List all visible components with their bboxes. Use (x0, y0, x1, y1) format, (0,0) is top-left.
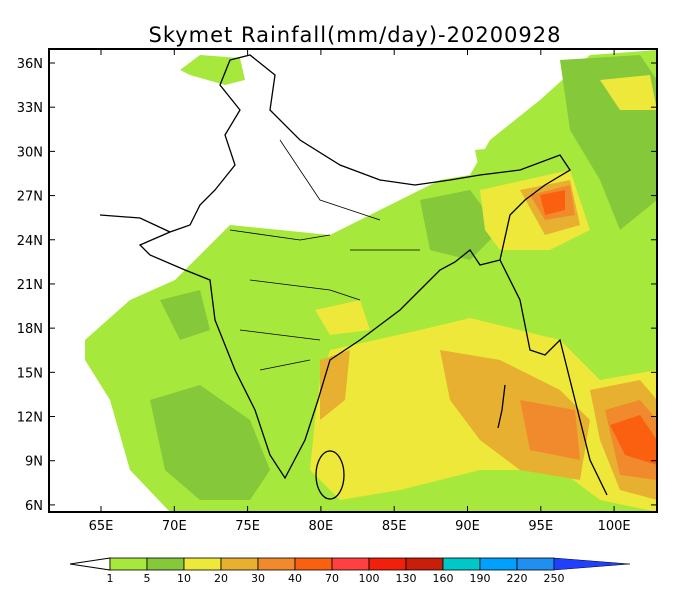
axis-ticks: 36N 33N 30N 27N 24N 21N 18N 15N 12N 9N 6N 65E 70E 75E… (17, 49, 657, 534)
lat-tick-label: 12N (17, 411, 43, 426)
legend-label: 160 (433, 572, 454, 585)
lon-tick-label: 75E (235, 519, 260, 534)
map-title: Skymet Rainfall(mm/day)-20200928 (149, 23, 562, 47)
india-outline (138, 54, 571, 480)
lat-tick-label: 15N (17, 366, 43, 381)
legend-swatch (442, 557, 481, 571)
lat-tick-label: 27N (17, 190, 43, 205)
legend-swatch (220, 557, 259, 571)
legend-label: 20 (214, 572, 228, 585)
sri-lanka (315, 450, 345, 500)
lat-tick-label: 9N (25, 455, 43, 470)
legend-label: 5 (144, 572, 151, 585)
lon-tick-label: 80E (309, 519, 334, 534)
lon-tick-label: 85E (382, 519, 407, 534)
andaman-islands (497, 384, 506, 429)
legend-label: 190 (470, 572, 491, 585)
lon-tick-label: 90E (455, 519, 480, 534)
lon-tick-label: 70E (162, 519, 187, 534)
legend-label: 100 (359, 572, 380, 585)
color-legend: 1 5 10 20 30 40 70 100 130 160 190 220 250 (69, 557, 631, 585)
lat-tick-label: 18N (17, 322, 43, 337)
legend-swatch (516, 557, 555, 571)
legend-below-arrow (69, 557, 111, 571)
legend-swatch (405, 557, 444, 571)
legend-swatch (368, 557, 407, 571)
lat-tick-label: 36N (17, 57, 43, 72)
legend-swatch (331, 557, 370, 571)
rain-5-10 (150, 385, 270, 500)
lat-tick-label: 30N (17, 145, 43, 160)
rain-1-5 (475, 148, 495, 165)
map-frame (48, 48, 658, 513)
legend-swatch (183, 557, 222, 571)
legend-label: 40 (288, 572, 302, 585)
legend-label: 30 (251, 572, 265, 585)
rain-40-70 (610, 415, 657, 465)
legend-above-arrow (553, 557, 631, 571)
legend-label: 220 (507, 572, 528, 585)
legend-label: 10 (177, 572, 191, 585)
coastline-boundaries (99, 54, 608, 500)
legend-label: 70 (325, 572, 339, 585)
lon-tick-label: 95E (528, 519, 553, 534)
legend-swatch (146, 557, 185, 571)
legend-label: 250 (544, 572, 565, 585)
legend-swatch (109, 557, 148, 571)
pakistan-border (99, 214, 171, 233)
lon-tick-label: 100E (598, 519, 631, 534)
lat-tick-label: 6N (25, 499, 43, 514)
lat-tick-label: 33N (17, 101, 43, 116)
lon-tick-label: 65E (89, 519, 114, 534)
legend-swatch (479, 557, 518, 571)
rainfall-field (49, 49, 657, 512)
legend-label: 1 (107, 572, 114, 585)
legend-label: 130 (396, 572, 417, 585)
rain-30-40 (520, 400, 580, 460)
myanmar-coast (499, 259, 608, 496)
state-borders (229, 139, 420, 371)
rain-10-20 (315, 300, 370, 335)
lat-tick-label: 21N (17, 278, 43, 293)
rain-10-20 (600, 75, 657, 110)
legend-swatch (294, 557, 333, 571)
lat-tick-label: 24N (17, 234, 43, 249)
rain-5-10 (160, 290, 210, 340)
rain-5-10 (420, 190, 500, 260)
legend-swatch (257, 557, 296, 571)
rain-40-70 (540, 190, 565, 215)
